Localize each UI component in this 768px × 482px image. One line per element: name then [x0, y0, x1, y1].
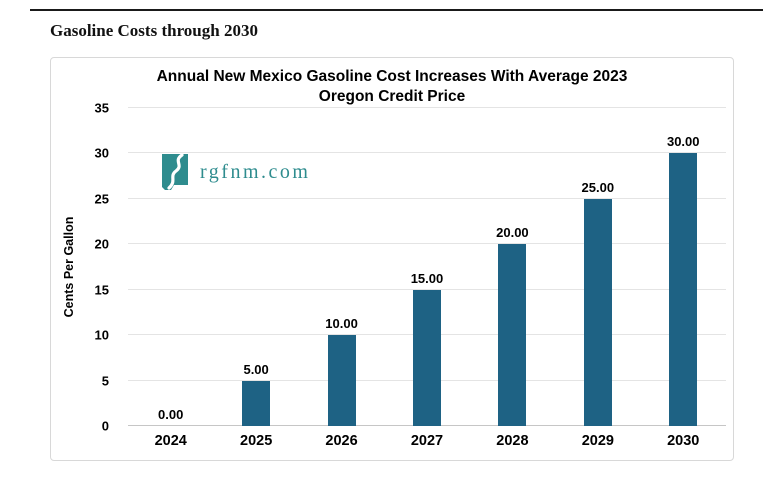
- gridline: [128, 243, 726, 245]
- bar-slot: 20.00: [470, 108, 555, 426]
- bar-2025: [242, 380, 271, 426]
- bar-slot: 25.00: [555, 108, 640, 426]
- bar-value-label: 0.00: [158, 407, 184, 422]
- bar-slot: 0.00: [128, 108, 213, 426]
- x-tick-label: 2024: [154, 433, 187, 449]
- x-axis-labels: 2024 2025 2026 2027 2028 2029 2030: [128, 433, 726, 449]
- top-rule: [30, 9, 763, 11]
- chart-title-line-1: Annual New Mexico Gasoline Cost Increase…: [156, 68, 628, 85]
- x-tick-label: 2029: [581, 433, 614, 449]
- gridline: [128, 197, 726, 199]
- gridline: [128, 288, 726, 290]
- y-tick-label: 10: [94, 327, 109, 343]
- bars: 0.00 5.00 10.00 15.00 20.00 25.00 30.00: [128, 108, 726, 426]
- x-tick-label: 2026: [325, 433, 358, 449]
- chart-title-line-2: Oregon Credit Price: [318, 88, 466, 105]
- plot-area: 0.00 5.00 10.00 15.00 20.00 25.00 30.00: [128, 107, 726, 426]
- bar-slot: 15.00: [384, 108, 469, 426]
- y-tick-label: 30: [94, 145, 109, 161]
- new-mexico-river-icon: [162, 153, 188, 190]
- bar-slot: 10.00: [299, 108, 384, 426]
- y-axis-ticks: 0 5 10 15 20 25 30 35: [79, 101, 119, 434]
- bar-2028: [498, 244, 527, 426]
- y-tick-label: 20: [94, 236, 109, 252]
- y-tick-label: 0: [101, 418, 109, 434]
- chart-panel: Annual New Mexico Gasoline Cost Increase…: [50, 57, 734, 461]
- bar-value-label: 20.00: [496, 225, 529, 241]
- bar-slot: 30.00: [641, 108, 726, 426]
- y-tick-label: 35: [94, 100, 109, 116]
- x-tick-label: 2027: [410, 433, 444, 449]
- watermark-text: rgfnm.com: [200, 160, 311, 183]
- bar-slot: 5.00: [213, 108, 298, 426]
- bar-value-label: 10.00: [325, 316, 358, 332]
- y-tick-label: 25: [94, 191, 109, 207]
- bar-2030: [669, 153, 698, 426]
- bar-value-label: 5.00: [243, 361, 269, 377]
- watermark: rgfnm.com: [161, 153, 310, 191]
- chart-title: Annual New Mexico Gasoline Cost Increase…: [51, 67, 733, 107]
- y-tick-label: 5: [101, 373, 109, 389]
- bar-2029: [583, 198, 612, 426]
- gridline: [128, 107, 726, 108]
- gridline: [128, 152, 726, 154]
- x-tick-label: 2030: [667, 433, 700, 449]
- bar-value-label: 25.00: [581, 179, 615, 195]
- x-tick-label: 2025: [240, 433, 273, 449]
- bar-2026: [327, 335, 356, 426]
- y-axis-title: Cents Per Gallon: [62, 216, 76, 318]
- x-tick-label: 2028: [496, 433, 529, 449]
- y-tick-label: 15: [94, 282, 109, 298]
- bar-value-label: 15.00: [410, 270, 444, 286]
- bar-2027: [412, 289, 441, 426]
- document-heading: Gasoline Costs through 2030: [50, 21, 258, 40]
- bar-value-label: 30.00: [666, 134, 700, 150]
